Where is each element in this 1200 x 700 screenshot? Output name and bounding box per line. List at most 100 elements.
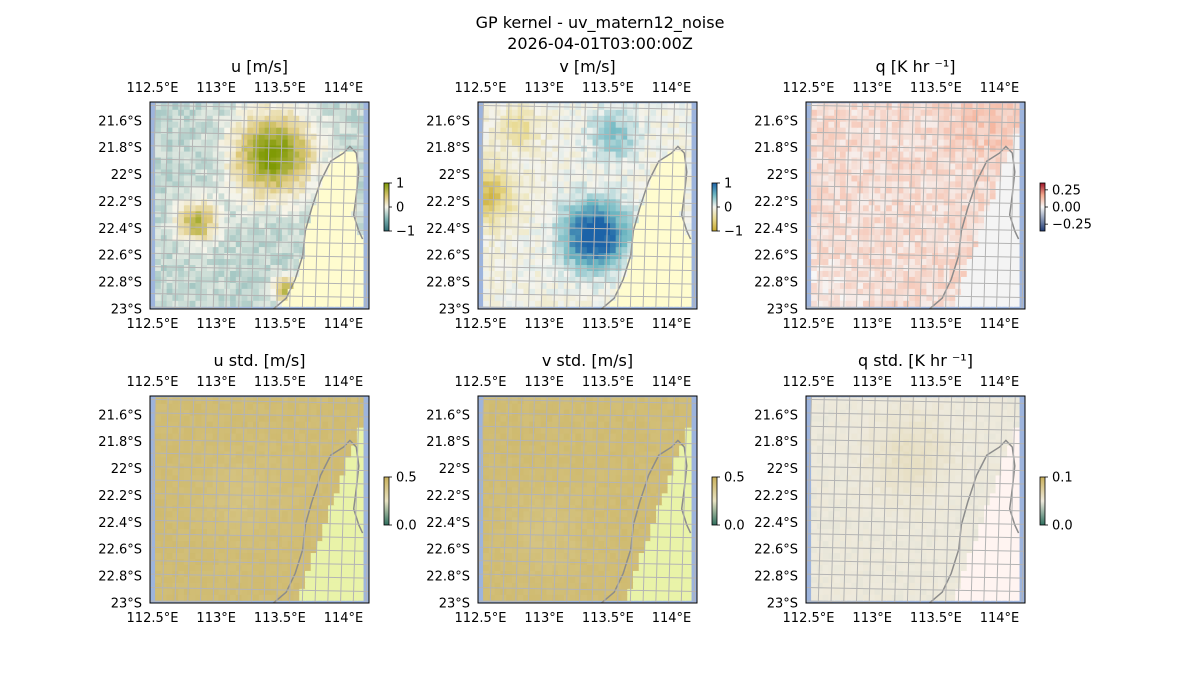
heatmap-cell	[178, 492, 185, 500]
heatmap-cell	[293, 516, 301, 524]
heatmap-cell	[155, 276, 162, 283]
heatmap-cell	[270, 204, 278, 212]
heatmap-cell	[816, 270, 824, 277]
heatmap-cell	[845, 288, 853, 295]
heatmap-cell	[195, 180, 203, 188]
heatmap-cell	[581, 288, 588, 295]
heatmap-cell	[166, 216, 174, 224]
heatmap-cell	[563, 264, 571, 271]
heatmap-cell	[201, 258, 208, 265]
heatmap-cell	[586, 252, 594, 260]
heatmap-cell	[258, 234, 266, 242]
heatmap-cell	[293, 528, 301, 536]
heatmap-cell	[828, 228, 836, 236]
land-cell	[345, 192, 353, 200]
heatmap-cell	[880, 204, 887, 212]
heatmap-cell	[160, 157, 168, 164]
land-cell	[667, 157, 675, 164]
heatmap-cell	[632, 210, 640, 218]
heatmap-cell	[287, 421, 295, 428]
colorbar-tick-label: 1	[396, 177, 404, 192]
heatmap-cell	[909, 169, 916, 176]
land-cell	[316, 546, 324, 554]
heatmap-cell	[183, 115, 191, 122]
heatmap-cell	[914, 234, 922, 242]
land-cell	[679, 163, 686, 170]
heatmap-cell	[811, 186, 818, 194]
land-cell	[304, 294, 312, 301]
heatmap-cell	[281, 552, 289, 559]
heatmap-cell	[937, 151, 945, 158]
heatmap-cell	[943, 133, 951, 140]
heatmap-cell	[155, 498, 162, 506]
land-cell	[650, 192, 657, 200]
heatmap-cell	[868, 186, 876, 194]
heatmap-cell	[937, 180, 945, 188]
heatmap-cell	[322, 439, 329, 446]
heatmap-cell	[857, 240, 864, 248]
heatmap-cell	[253, 169, 260, 176]
heatmap-cell	[621, 139, 629, 146]
heatmap-cell	[874, 258, 882, 265]
heatmap-cell	[212, 186, 220, 194]
heatmap-cell	[563, 139, 571, 146]
heatmap-cell	[563, 109, 571, 116]
heatmap-cell	[534, 115, 542, 122]
heatmap-cell	[304, 427, 312, 434]
heatmap-cell	[241, 457, 249, 464]
land-cell	[287, 294, 295, 301]
heatmap-cell	[609, 163, 617, 170]
heatmap-cell	[172, 240, 180, 248]
heatmap-cell	[281, 276, 289, 283]
heatmap-cell	[558, 282, 565, 289]
heatmap-cell	[356, 421, 364, 428]
land-cell	[333, 169, 341, 176]
heatmap-cell	[978, 186, 985, 194]
heatmap-cell	[172, 204, 180, 212]
heatmap-cell	[483, 258, 490, 265]
heatmap-cell	[264, 228, 272, 236]
heatmap-cell	[201, 270, 208, 277]
y-tick-label: 22.4°S	[426, 222, 470, 237]
heatmap-cell	[552, 121, 559, 128]
heatmap-cell	[212, 109, 220, 116]
heatmap-cell	[310, 510, 318, 518]
heatmap-cell	[328, 121, 335, 128]
land-cell	[356, 276, 364, 283]
heatmap-cell	[258, 415, 266, 422]
heatmap-cell	[270, 576, 278, 583]
heatmap-cell	[195, 174, 203, 182]
heatmap-cell	[891, 246, 899, 254]
heatmap-cell	[160, 463, 168, 470]
heatmap-cell	[949, 216, 957, 224]
heatmap-cell	[235, 127, 243, 134]
heatmap-cell	[155, 169, 162, 176]
heatmap-cell	[201, 421, 208, 428]
heatmap-cell	[679, 127, 686, 134]
heatmap-cell	[989, 139, 997, 146]
heatmap-cell	[955, 169, 962, 176]
heatmap-cell	[189, 276, 197, 283]
heatmap-cell	[247, 457, 255, 464]
y-tick-label: 22°S	[111, 168, 142, 183]
heatmap-cell	[638, 163, 646, 170]
heatmap-cell	[621, 163, 629, 170]
heatmap-cell	[868, 133, 876, 140]
heatmap-cell	[615, 133, 623, 140]
heatmap-cell	[178, 133, 185, 140]
land-cell	[345, 282, 353, 289]
heatmap-cell	[909, 216, 916, 224]
heatmap-cell	[304, 139, 312, 146]
heatmap-cell	[857, 133, 864, 140]
heatmap-cell	[356, 109, 364, 116]
heatmap-cell	[909, 109, 916, 116]
heatmap-cell	[517, 174, 525, 182]
coastline	[273, 145, 364, 309]
heatmap-cell	[506, 210, 513, 218]
heatmap-cell	[483, 300, 490, 307]
land-cell	[632, 258, 640, 265]
heatmap-cell	[1001, 127, 1009, 134]
heatmap-cell	[989, 163, 997, 170]
heatmap-cell	[909, 228, 916, 236]
heatmap-cell	[155, 198, 162, 206]
